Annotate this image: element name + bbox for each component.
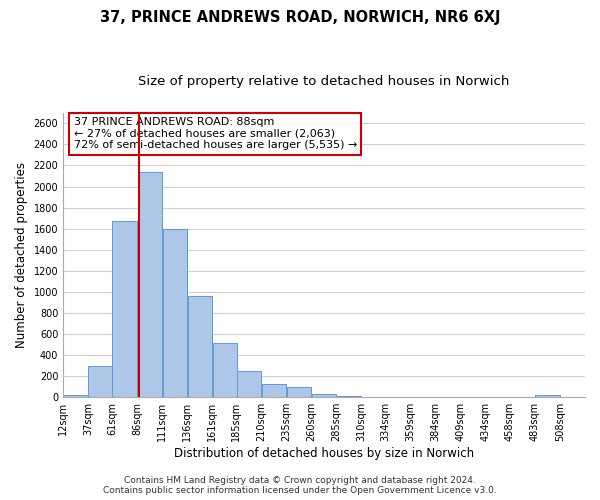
- Title: Size of property relative to detached houses in Norwich: Size of property relative to detached ho…: [139, 75, 510, 88]
- Bar: [236, 372, 261, 397]
- Text: Contains HM Land Registry data © Crown copyright and database right 2024.
Contai: Contains HM Land Registry data © Crown c…: [103, 476, 497, 495]
- Bar: [163, 228, 187, 397]
- Bar: [337, 396, 361, 397]
- Text: 37, PRINCE ANDREWS ROAD, NORWICH, NR6 6XJ: 37, PRINCE ANDREWS ROAD, NORWICH, NR6 6X…: [100, 10, 500, 25]
- Text: 37 PRINCE ANDREWS ROAD: 88sqm
← 27% of detached houses are smaller (2,063)
72% o: 37 PRINCE ANDREWS ROAD: 88sqm ← 27% of d…: [74, 117, 357, 150]
- Bar: [112, 222, 137, 397]
- Bar: [287, 386, 311, 397]
- Bar: [535, 395, 560, 397]
- Bar: [88, 366, 113, 397]
- Bar: [386, 396, 410, 397]
- Bar: [212, 344, 237, 397]
- Bar: [312, 394, 337, 397]
- Y-axis label: Number of detached properties: Number of detached properties: [15, 162, 28, 348]
- Bar: [262, 384, 286, 397]
- Bar: [188, 296, 212, 397]
- Bar: [64, 395, 88, 397]
- X-axis label: Distribution of detached houses by size in Norwich: Distribution of detached houses by size …: [174, 447, 474, 460]
- Bar: [137, 172, 162, 397]
- Bar: [362, 396, 386, 397]
